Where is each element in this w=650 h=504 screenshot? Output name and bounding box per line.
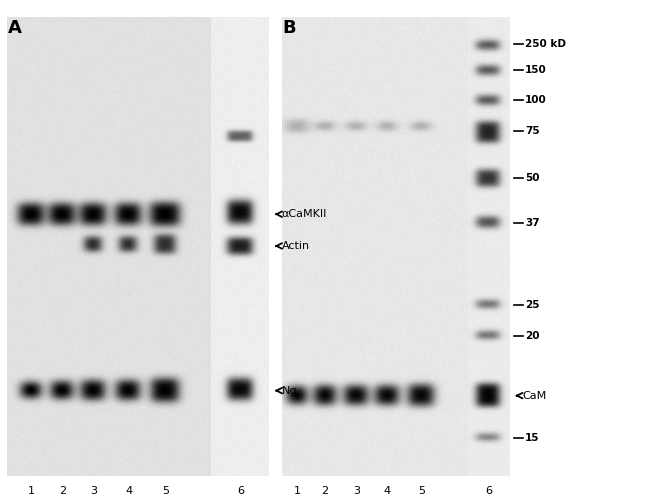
- Text: CaM: CaM: [522, 391, 546, 401]
- Text: B: B: [283, 19, 296, 37]
- Text: αCaMKII: αCaMKII: [281, 209, 327, 219]
- Text: A: A: [8, 19, 21, 37]
- Text: 20: 20: [525, 331, 540, 341]
- Text: 2: 2: [322, 486, 328, 496]
- Text: 6: 6: [486, 486, 492, 496]
- Text: 37: 37: [525, 218, 540, 228]
- Text: 250 kD: 250 kD: [525, 39, 566, 49]
- Text: 3: 3: [353, 486, 359, 496]
- Text: 150: 150: [525, 65, 547, 75]
- Text: 25: 25: [525, 300, 540, 310]
- Text: 1: 1: [294, 486, 301, 496]
- Text: 6: 6: [237, 486, 244, 496]
- Text: 4: 4: [125, 486, 132, 496]
- Text: 5: 5: [162, 486, 169, 496]
- Text: 75: 75: [525, 126, 540, 136]
- Text: 50: 50: [525, 173, 540, 183]
- Text: 4: 4: [384, 486, 391, 496]
- Text: 5: 5: [418, 486, 424, 496]
- Text: 1: 1: [28, 486, 34, 496]
- Text: Actin: Actin: [281, 241, 309, 251]
- Text: Ng: Ng: [281, 386, 297, 396]
- Text: 100: 100: [525, 95, 547, 105]
- Text: 2: 2: [59, 486, 66, 496]
- Text: 3: 3: [90, 486, 97, 496]
- Text: 15: 15: [525, 433, 540, 444]
